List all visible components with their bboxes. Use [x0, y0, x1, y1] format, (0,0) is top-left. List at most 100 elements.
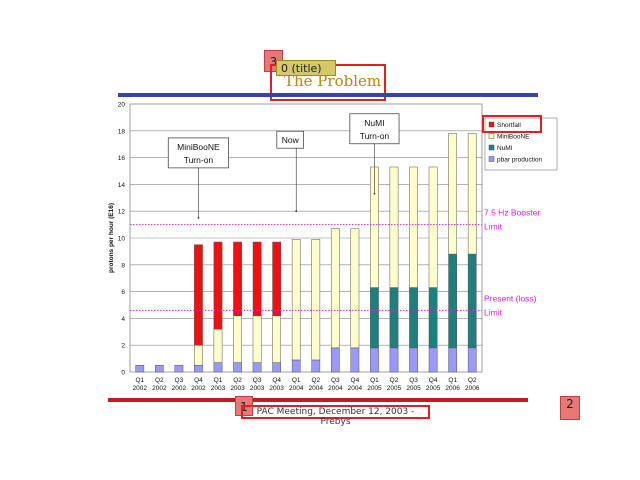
x-tick-label-quarter: Q3 — [331, 377, 340, 384]
bar-segment-pbar-production — [194, 365, 203, 373]
bar-segment-numi — [409, 287, 418, 349]
bar-segment-shortfall — [272, 241, 282, 316]
callout-box — [276, 130, 304, 149]
x-tick-label-quarter: Q1 — [135, 377, 144, 384]
y-tick-label: 20 — [118, 102, 126, 109]
reference-line-label: 7.5 Hz Booster — [484, 208, 540, 218]
legend-box — [484, 117, 558, 171]
legend-label: NuMI — [497, 145, 513, 152]
x-tick-label-quarter: Q2 — [390, 377, 399, 384]
legend-label: MiniBooNE — [497, 134, 530, 141]
bar-segment-miniboone — [194, 344, 203, 366]
reference-line-label: Limit — [484, 307, 503, 317]
x-tick-label-year: 2005 — [387, 385, 402, 392]
bar-segment-miniboone — [213, 328, 223, 363]
legend-swatch — [488, 133, 495, 139]
x-tick-label-year: 2004 — [309, 385, 324, 392]
x-tick-label-year: 2002 — [191, 385, 206, 392]
x-tick-label-quarter: Q1 — [292, 377, 301, 384]
x-tick-label-quarter: Q2 — [468, 377, 477, 384]
x-tick-label-quarter: Q2 — [233, 377, 242, 384]
bar-segment-pbar-production — [291, 359, 301, 373]
bar-segment-miniboone — [350, 228, 360, 349]
x-tick-label-year: 2004 — [289, 385, 304, 392]
bar-segment-miniboone — [233, 315, 242, 363]
bar-segment-pbar-production — [233, 362, 242, 373]
y-tick-label: 8 — [121, 262, 125, 269]
callout-pointer-tip — [373, 192, 376, 195]
x-tick-label-year: 2005 — [406, 385, 421, 392]
x-tick-label-year: 2002 — [172, 385, 187, 392]
y-tick-label: 10 — [118, 236, 126, 243]
x-tick-label-quarter: Q1 — [448, 377, 457, 384]
x-tick-label-year: 2003 — [269, 385, 284, 392]
y-tick-label: 18 — [118, 128, 126, 135]
x-tick-label-quarter: Q3 — [175, 377, 184, 384]
bar-segment-miniboone — [448, 133, 458, 255]
bar-segment-numi — [389, 287, 399, 349]
x-tick-label-quarter: Q1 — [370, 377, 379, 384]
title-overlay-label: 0 (title) — [276, 60, 336, 76]
x-tick-label-year: 2004 — [328, 385, 343, 392]
bar-segment-pbar-production — [448, 347, 458, 373]
y-tick-label: 4 — [121, 316, 125, 323]
legend-highlight-box — [482, 115, 542, 133]
x-tick-label-quarter: Q4 — [272, 377, 281, 384]
x-tick-label-quarter: Q4 — [194, 377, 203, 384]
legend-swatch — [488, 156, 495, 162]
slide-footer: PAC Meeting, December 12, 2003 - Prebys — [241, 405, 430, 427]
bar-segment-miniboone — [272, 315, 282, 363]
x-tick-label-year: 2002 — [133, 385, 148, 392]
bar-segment-pbar-production — [389, 347, 399, 373]
bar-segment-pbar-production — [272, 362, 282, 373]
bar-segment-shortfall — [194, 244, 203, 346]
y-axis-label: protons per hour (E16) — [108, 203, 115, 273]
bar-segment-numi — [370, 287, 379, 349]
bar-segment-pbar-production — [213, 362, 223, 373]
bar-segment-pbar-production — [467, 347, 477, 373]
bar-segment-miniboone — [428, 166, 438, 288]
bar-segment-miniboone — [467, 133, 477, 255]
bar-segment-pbar-production — [330, 347, 340, 373]
bar-segment-pbar-production — [311, 359, 321, 373]
bar-segment-miniboone — [291, 239, 301, 361]
bar-segment-pbar-production — [370, 347, 379, 373]
bar-segment-shortfall — [233, 241, 242, 316]
x-tick-label-quarter: Q2 — [311, 377, 320, 384]
y-tick-label: 14 — [118, 182, 126, 189]
proton-demand-chart: 0 2 4 6 8 10 12 14 16 18 20 protons per hour (E16) Q… — [108, 102, 558, 392]
top-divider-bar — [118, 93, 538, 97]
bar-segment-numi — [467, 253, 477, 349]
legend-swatch — [488, 121, 495, 128]
slide-title: The Problem — [284, 72, 382, 90]
callout-pointer-tip — [197, 217, 200, 219]
x-tick-label-quarter: Q3 — [409, 377, 418, 384]
bar-segment-pbar-production — [350, 347, 360, 373]
bar-segment-pbar-production — [252, 362, 262, 373]
x-tick-label-year: 2006 — [445, 385, 460, 392]
callout-text: Now — [282, 135, 300, 145]
x-tick-label-year: 2002 — [152, 385, 167, 392]
x-tick-label-quarter: Q4 — [429, 377, 438, 384]
callout-box — [167, 137, 229, 169]
y-tick-label: 6 — [121, 289, 125, 296]
bottom-divider-bar — [108, 398, 528, 402]
bar-segment-pbar-production — [174, 365, 184, 373]
bar-segment-miniboone — [252, 315, 262, 363]
bar-segment-miniboone — [311, 239, 321, 361]
x-tick-label-quarter: Q2 — [155, 377, 164, 384]
legend-swatch — [488, 144, 495, 151]
bar-segment-shortfall — [213, 241, 223, 330]
x-tick-label-year: 2004 — [348, 385, 363, 392]
callout-box — [349, 113, 400, 145]
callout-text: NuMI — [364, 118, 384, 128]
x-tick-label-year: 2003 — [230, 385, 245, 392]
x-tick-label-year: 2006 — [465, 385, 480, 392]
y-tick-label: 0 — [121, 370, 125, 377]
bar-segment-pbar-production — [135, 365, 145, 373]
bar-segment-miniboone — [389, 166, 399, 288]
callout-text: MiniBooNE — [177, 142, 220, 152]
legend-label: pbar production — [497, 157, 543, 164]
reference-line-label: Limit — [484, 222, 503, 232]
callout-text: Turn-on — [360, 131, 390, 141]
